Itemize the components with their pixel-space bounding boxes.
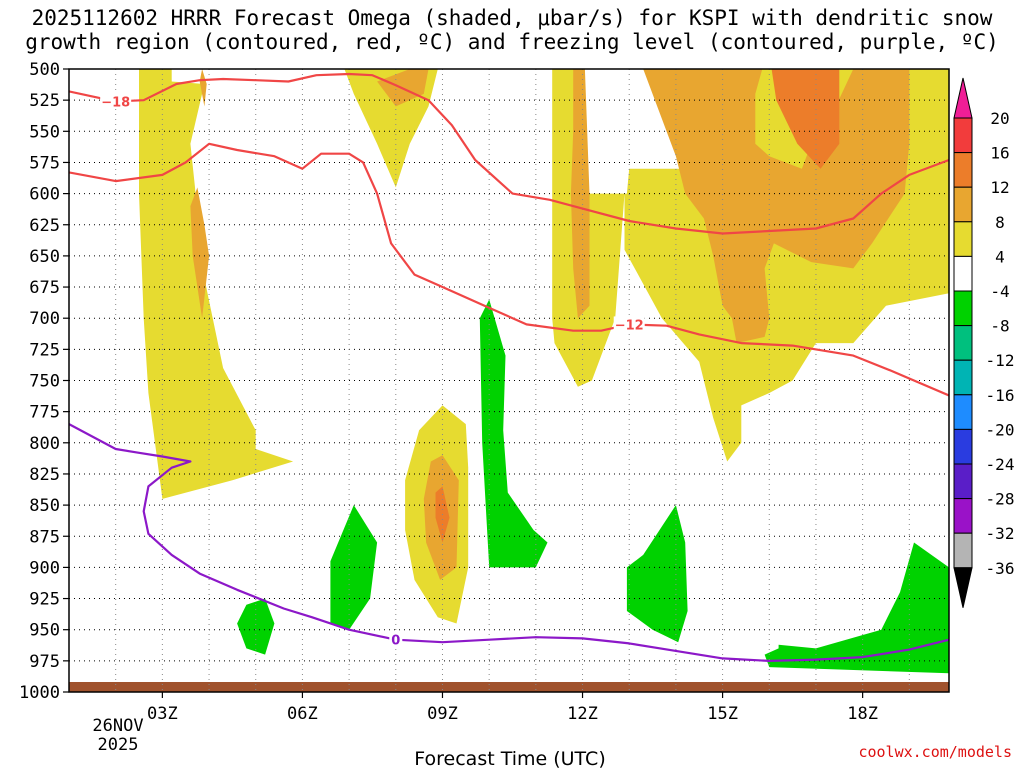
x-axis: 26NOV 2025 Forecast Time (UTC) 03Z 06Z 09Z… bbox=[92, 692, 878, 768]
y-tick-label-600: 600 bbox=[29, 185, 60, 205]
x-tick-label-18Z: 18Z bbox=[847, 704, 878, 724]
colorbar-label-13: -36 bbox=[986, 559, 1015, 578]
y-tick-label-1000: 1000 bbox=[19, 683, 60, 703]
y-axis: 500 525 550 575 600 625 650 675 700 725 750 775 800 8… bbox=[19, 60, 69, 703]
colorbar-segment-7 bbox=[953, 359, 973, 396]
colorbar-label-8: -16 bbox=[986, 386, 1015, 405]
y-tick-label-700: 700 bbox=[29, 309, 60, 329]
contours: −18 −12 0 bbox=[69, 72, 949, 662]
y-tick-label-525: 525 bbox=[29, 91, 60, 111]
colorbar-label-2: 12 bbox=[990, 178, 1009, 197]
colorbar: 20 16 12 8 4 -4 -8 -12 -16 -20 -24 -28 -32 -36 bbox=[953, 77, 1015, 608]
colorbar-segment-10 bbox=[953, 463, 973, 500]
colorbar-label-0: 20 bbox=[990, 109, 1009, 128]
credit-text: coolwx.com/models bbox=[858, 743, 1012, 761]
colorbar-label-5: -4 bbox=[990, 282, 1009, 301]
x-tick-label-06Z: 06Z bbox=[287, 704, 318, 724]
colorbar-segment-5 bbox=[953, 290, 973, 327]
colorbar-label-3: 8 bbox=[995, 213, 1005, 232]
colorbar-top-arrow bbox=[953, 77, 973, 119]
y-tick-label-550: 550 bbox=[29, 122, 60, 142]
contour-label-bg-1 bbox=[613, 316, 645, 332]
colorbar-label-9: -20 bbox=[986, 420, 1015, 439]
x-tick-label-15Z: 15Z bbox=[707, 704, 738, 724]
grid bbox=[69, 69, 949, 692]
colorbar-label-4: 4 bbox=[995, 247, 1005, 266]
contour-label-1: −12 bbox=[615, 318, 644, 333]
y-tick-label-900: 900 bbox=[29, 558, 60, 578]
chart-title: 2025112602 HRRR Forecast Omega (shaded, … bbox=[0, 6, 1024, 54]
colorbar-label-10: -24 bbox=[986, 455, 1015, 474]
plot-area: −18 −12 0 bbox=[68, 68, 950, 693]
date-label-year: 2025 bbox=[98, 735, 139, 755]
y-tick-label-500: 500 bbox=[29, 60, 60, 80]
y-tick-label-625: 625 bbox=[29, 216, 60, 236]
colorbar-segment-1 bbox=[953, 152, 973, 188]
colorbar-segment-8 bbox=[953, 394, 973, 430]
y-tick-label-725: 725 bbox=[29, 340, 60, 360]
chart-title-line1: 2025112602 HRRR Forecast Omega (shaded, … bbox=[31, 6, 993, 30]
omega-region-16 bbox=[764, 542, 949, 674]
x-tick-label-12Z: 12Z bbox=[567, 704, 598, 724]
y-tick-label-975: 975 bbox=[29, 652, 60, 672]
contour-label-bg-0 bbox=[100, 93, 132, 109]
contour-line-1 bbox=[69, 142, 949, 397]
x-tick-label-03Z: 03Z bbox=[147, 704, 178, 724]
omega-region-0 bbox=[139, 69, 294, 499]
y-tick-label-950: 950 bbox=[29, 621, 60, 641]
colorbar-segment-0 bbox=[953, 117, 973, 154]
colorbar-label-1: 16 bbox=[990, 144, 1009, 163]
y-tick-label-575: 575 bbox=[29, 153, 60, 173]
colorbar-bottom-arrow bbox=[953, 567, 973, 608]
y-tick-label-925: 925 bbox=[29, 590, 60, 610]
omega-region-8 bbox=[771, 69, 840, 169]
y-tick-label-650: 650 bbox=[29, 247, 60, 267]
chart-title-line2: growth region (contoured, red, ºC) and f… bbox=[25, 30, 999, 54]
colorbar-label-12: -32 bbox=[986, 524, 1015, 543]
colorbar-segment-3 bbox=[953, 221, 973, 257]
colorbar-segment-4 bbox=[953, 255, 973, 292]
y-tick-label-750: 750 bbox=[29, 372, 60, 392]
omega-region-12 bbox=[479, 299, 548, 568]
y-tick-label-875: 875 bbox=[29, 527, 60, 547]
y-tick-label-675: 675 bbox=[29, 278, 60, 298]
colorbar-label-6: -8 bbox=[990, 317, 1009, 336]
y-tick-label-775: 775 bbox=[29, 403, 60, 423]
x-tick-label-09Z: 09Z bbox=[427, 704, 458, 724]
date-label-day: 26NOV bbox=[92, 716, 143, 736]
colorbar-label-11: -28 bbox=[986, 490, 1015, 509]
omega-region-2 bbox=[199, 69, 207, 107]
omega-region-7 bbox=[643, 69, 910, 344]
omega-region-14 bbox=[237, 598, 275, 655]
y-tick-label-850: 850 bbox=[29, 496, 60, 516]
contour-label-bg-2 bbox=[389, 631, 403, 647]
x-axis-label: Forecast Time (UTC) bbox=[414, 748, 605, 768]
contour-label-2: 0 bbox=[391, 634, 400, 649]
omega-region-1 bbox=[190, 187, 210, 319]
ground-strip bbox=[69, 682, 949, 692]
omega-region-15 bbox=[626, 505, 688, 643]
y-tick-label-800: 800 bbox=[29, 434, 60, 454]
y-tick-label-825: 825 bbox=[29, 465, 60, 485]
colorbar-segment-11 bbox=[953, 498, 973, 534]
colorbar-segment-12 bbox=[953, 532, 973, 569]
contour-label-0: −18 bbox=[101, 95, 130, 110]
colorbar-segment-6 bbox=[953, 325, 973, 361]
contour-line-2 bbox=[69, 423, 949, 662]
colorbar-label-7: -12 bbox=[986, 351, 1015, 370]
contour-line-0 bbox=[69, 72, 949, 235]
omega-region-3 bbox=[344, 69, 438, 188]
colorbar-segment-2 bbox=[953, 186, 973, 223]
omega-region-13 bbox=[330, 505, 378, 630]
colorbar-segment-9 bbox=[953, 428, 973, 465]
